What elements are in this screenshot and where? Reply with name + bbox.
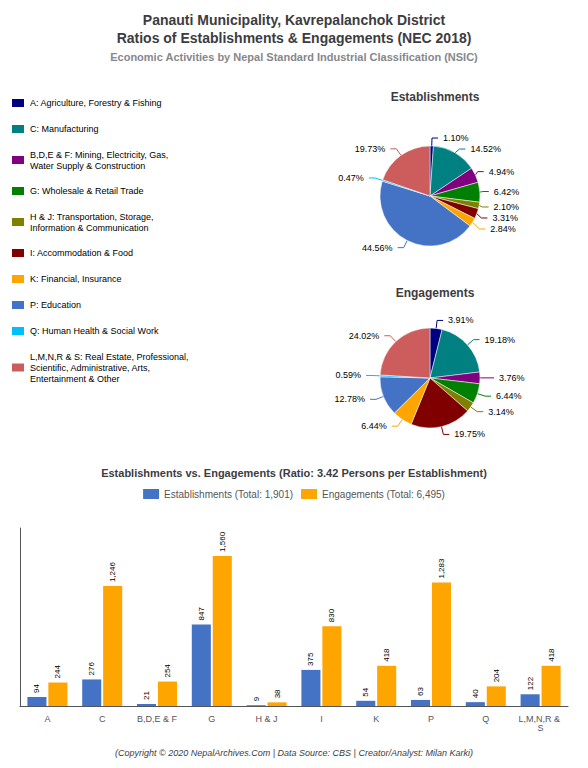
- svg-text:44.56%: 44.56%: [362, 243, 393, 253]
- svg-text:19.75%: 19.75%: [454, 429, 485, 439]
- svg-text:254: 254: [163, 664, 172, 678]
- svg-text:K: K: [373, 714, 379, 724]
- svg-text:6.44%: 6.44%: [361, 421, 387, 431]
- svg-text:3.31%: 3.31%: [492, 213, 518, 223]
- svg-text:6.44%: 6.44%: [496, 391, 522, 401]
- svg-text:847: 847: [197, 607, 206, 621]
- svg-text:G: Wholesale & Retail Trade: G: Wholesale & Retail Trade: [30, 186, 144, 196]
- svg-text:Q: Q: [482, 714, 489, 724]
- svg-text:Economic Activities by Nepal S: Economic Activities by Nepal Standard In…: [110, 51, 478, 63]
- svg-text:418: 418: [547, 648, 556, 662]
- svg-text:54: 54: [361, 687, 370, 696]
- svg-text:24.02%: 24.02%: [349, 331, 380, 341]
- svg-text:1,283: 1,283: [437, 558, 446, 579]
- svg-text:19.73%: 19.73%: [355, 144, 386, 154]
- svg-text:L,M,N,R &: L,M,N,R &: [518, 713, 563, 724]
- svg-text:A: A: [44, 714, 50, 724]
- svg-text:6.42%: 6.42%: [494, 187, 520, 197]
- svg-text:3.91%: 3.91%: [448, 315, 474, 325]
- svg-text:B,D,E & F: Mining, Electricity: B,D,E & F: Mining, Electricity, Gas,: [30, 150, 168, 160]
- svg-text:276: 276: [87, 662, 96, 676]
- svg-text:0.59%: 0.59%: [336, 370, 362, 380]
- svg-text:Engagements: Engagements: [396, 286, 475, 300]
- svg-text:3.14%: 3.14%: [488, 407, 514, 417]
- svg-text:A: Agriculture, Forestry & Fis: A: Agriculture, Forestry & Fishing: [30, 98, 162, 108]
- svg-text:(Copyright © 2020 NepalArchive: (Copyright © 2020 NepalArchives.Com | Da…: [115, 748, 473, 758]
- svg-text:21: 21: [142, 691, 151, 700]
- svg-text:19.18%: 19.18%: [485, 335, 516, 345]
- svg-text:Establishments: Establishments: [391, 90, 480, 104]
- svg-text:H & J: H & J: [256, 714, 278, 724]
- svg-text:H & J: Transportation, Storage: H & J: Transportation, Storage,: [30, 212, 154, 222]
- svg-text:I: I: [320, 714, 323, 724]
- svg-text:0.47%: 0.47%: [338, 173, 364, 183]
- svg-text:Engagements (Total: 6,495): Engagements (Total: 6,495): [322, 489, 445, 500]
- svg-text:122: 122: [526, 676, 535, 690]
- svg-text:2.10%: 2.10%: [494, 202, 520, 212]
- svg-text:C: C: [99, 714, 106, 724]
- svg-text:Establishments vs. Engagements: Establishments vs. Engagements (Ratio: 3…: [101, 467, 487, 479]
- svg-text:40: 40: [471, 689, 480, 698]
- svg-text:1,246: 1,246: [108, 562, 117, 583]
- svg-text:Scientific, Administrative, Ar: Scientific, Administrative, Arts,: [30, 363, 150, 373]
- svg-text:1,560: 1,560: [218, 531, 227, 552]
- svg-text:Water Supply & Construction: Water Supply & Construction: [30, 161, 145, 171]
- svg-text:244: 244: [53, 665, 62, 679]
- svg-text:2.84%: 2.84%: [490, 224, 516, 234]
- svg-text:204: 204: [492, 668, 501, 682]
- svg-text:P: Education: P: Education: [30, 300, 81, 310]
- svg-text:L,M,N,R & S: Real Estate, Prof: L,M,N,R & S: Real Estate, Professional,: [30, 352, 189, 362]
- svg-text:B,D,E & F: B,D,E & F: [137, 714, 178, 724]
- svg-text:P: P: [428, 714, 434, 724]
- svg-text:Information & Communication: Information & Communication: [30, 223, 149, 233]
- svg-text:375: 375: [306, 652, 315, 666]
- svg-text:K: Financial, Insurance: K: Financial, Insurance: [30, 274, 122, 284]
- svg-text:1.10%: 1.10%: [443, 133, 469, 143]
- svg-text:830: 830: [327, 608, 336, 622]
- svg-text:Ratios of Establishments & Eng: Ratios of Establishments & Engagements (…: [117, 30, 472, 46]
- svg-text:12.78%: 12.78%: [335, 394, 366, 404]
- svg-text:Establishments (Total: 1,901): Establishments (Total: 1,901): [164, 489, 293, 500]
- svg-text:14.52%: 14.52%: [470, 144, 501, 154]
- svg-text:418: 418: [382, 648, 391, 662]
- svg-text:4.94%: 4.94%: [489, 167, 515, 177]
- svg-text:Q: Human Health & Social Work: Q: Human Health & Social Work: [30, 326, 159, 336]
- svg-text:38: 38: [273, 689, 282, 698]
- svg-text:Panauti Municipality, Kavrepal: Panauti Municipality, Kavrepalanchok Dis…: [143, 12, 446, 28]
- svg-text:94: 94: [32, 684, 41, 693]
- svg-text:3.76%: 3.76%: [499, 373, 525, 383]
- svg-text:S: S: [538, 723, 544, 733]
- svg-text:C: Manufacturing: C: Manufacturing: [30, 124, 99, 134]
- svg-text:Entertainment & Other: Entertainment & Other: [30, 374, 120, 384]
- svg-text:I: Accommodation & Food: I: Accommodation & Food: [30, 248, 133, 258]
- svg-text:G: G: [208, 714, 215, 724]
- svg-text:63: 63: [416, 686, 425, 695]
- svg-text:9: 9: [252, 696, 261, 701]
